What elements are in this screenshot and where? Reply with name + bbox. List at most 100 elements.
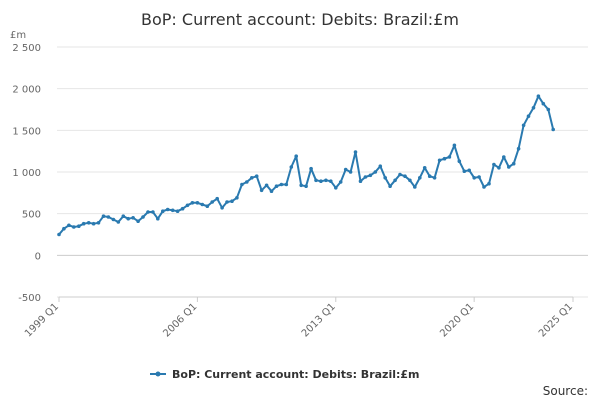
data-point xyxy=(363,175,368,179)
data-point xyxy=(487,181,491,186)
data-point xyxy=(240,182,244,187)
x-axis: 1999 Q1 2006 Q1 2013 Q1 2020 Q1 2025 Q1 xyxy=(23,296,575,339)
data-point xyxy=(77,224,81,228)
y-tick-label: 500 xyxy=(22,210,41,221)
data-point xyxy=(546,107,551,112)
data-point xyxy=(131,216,135,220)
data-point xyxy=(383,176,388,180)
data-point xyxy=(299,183,304,188)
data-point xyxy=(507,165,511,169)
data-point xyxy=(526,114,531,118)
data-point xyxy=(502,155,506,159)
data-point xyxy=(62,226,66,231)
data-point xyxy=(101,214,106,218)
data-point xyxy=(358,179,363,183)
data-point xyxy=(343,167,348,172)
data-point xyxy=(378,164,383,168)
data-point xyxy=(245,180,249,184)
data-point xyxy=(457,159,462,163)
data-point xyxy=(67,223,71,228)
y-axis-ticks: 2 500 2 000 1 500 1 000 500 0 -500 xyxy=(12,43,41,304)
data-point xyxy=(269,189,274,193)
y-tick-label: 0 xyxy=(35,251,41,262)
data-point xyxy=(151,210,155,214)
data-point xyxy=(324,178,328,183)
data-point xyxy=(531,106,536,110)
y-tick-label: 2 000 xyxy=(12,85,41,96)
data-point xyxy=(437,158,442,163)
data-point xyxy=(348,170,353,174)
data-point xyxy=(136,219,140,223)
data-point xyxy=(274,184,279,188)
data-point xyxy=(156,216,160,221)
data-point xyxy=(368,173,373,178)
data-point xyxy=(418,176,422,180)
x-tick-label: 2006 Q1 xyxy=(161,301,199,339)
data-point xyxy=(235,196,239,200)
data-point xyxy=(91,221,96,226)
data-point xyxy=(541,101,546,106)
data-point xyxy=(250,176,254,180)
data-point xyxy=(190,201,195,205)
data-point xyxy=(200,202,205,207)
data-point xyxy=(170,208,175,213)
data-point xyxy=(215,196,219,201)
x-tick-label: 2025 Q1 xyxy=(537,301,575,339)
data-point xyxy=(314,178,318,183)
data-point xyxy=(427,174,432,178)
data-point xyxy=(284,182,289,187)
chart-title: BoP: Current account: Debits: Brazil:£m xyxy=(141,10,459,29)
source-label: Source: xyxy=(543,384,588,398)
data-point xyxy=(146,210,150,214)
data-point xyxy=(141,215,145,219)
data-point xyxy=(220,206,224,210)
data-point xyxy=(230,199,234,203)
data-point xyxy=(403,174,407,178)
data-point xyxy=(536,94,541,98)
data-point xyxy=(180,206,185,211)
data-point xyxy=(259,188,264,193)
data-point xyxy=(304,184,308,188)
data-point xyxy=(521,123,526,128)
data-point xyxy=(106,215,111,219)
y-tick-label: 1 000 xyxy=(12,168,41,179)
data-point xyxy=(165,207,170,212)
y-unit-label: £m xyxy=(10,30,26,41)
data-point xyxy=(497,166,501,170)
data-point xyxy=(482,185,486,189)
data-point xyxy=(279,182,284,187)
data-point xyxy=(264,183,269,188)
data-point xyxy=(195,201,200,205)
data-point xyxy=(492,162,496,167)
data-point xyxy=(477,175,481,179)
legend[interactable]: BoP: Current account: Debits: Brazil:£m xyxy=(150,368,420,381)
series-group xyxy=(57,94,555,237)
data-point xyxy=(225,200,229,204)
data-point xyxy=(121,214,126,218)
data-point xyxy=(413,185,417,189)
data-point xyxy=(210,200,214,204)
data-point xyxy=(551,127,555,132)
legend-marker xyxy=(155,371,161,377)
x-tick-label: 1999 Q1 xyxy=(23,301,61,339)
data-point xyxy=(96,221,101,225)
data-point xyxy=(126,216,130,221)
x-tick-label: 2013 Q1 xyxy=(300,301,338,339)
data-point xyxy=(161,209,165,213)
data-point xyxy=(467,168,472,173)
data-point xyxy=(408,178,412,183)
data-point xyxy=(254,174,259,178)
x-tick-label: 2020 Q1 xyxy=(438,301,476,339)
data-point xyxy=(452,143,457,148)
data-point xyxy=(116,220,121,224)
y-tick-label: 1 500 xyxy=(12,126,41,137)
data-point xyxy=(289,165,294,169)
data-point xyxy=(294,154,299,158)
data-point xyxy=(185,203,190,208)
data-point xyxy=(373,170,378,174)
data-point xyxy=(511,161,516,166)
data-point xyxy=(462,169,467,173)
y-tick-label: 2 500 xyxy=(12,43,41,54)
data-point xyxy=(516,146,521,151)
